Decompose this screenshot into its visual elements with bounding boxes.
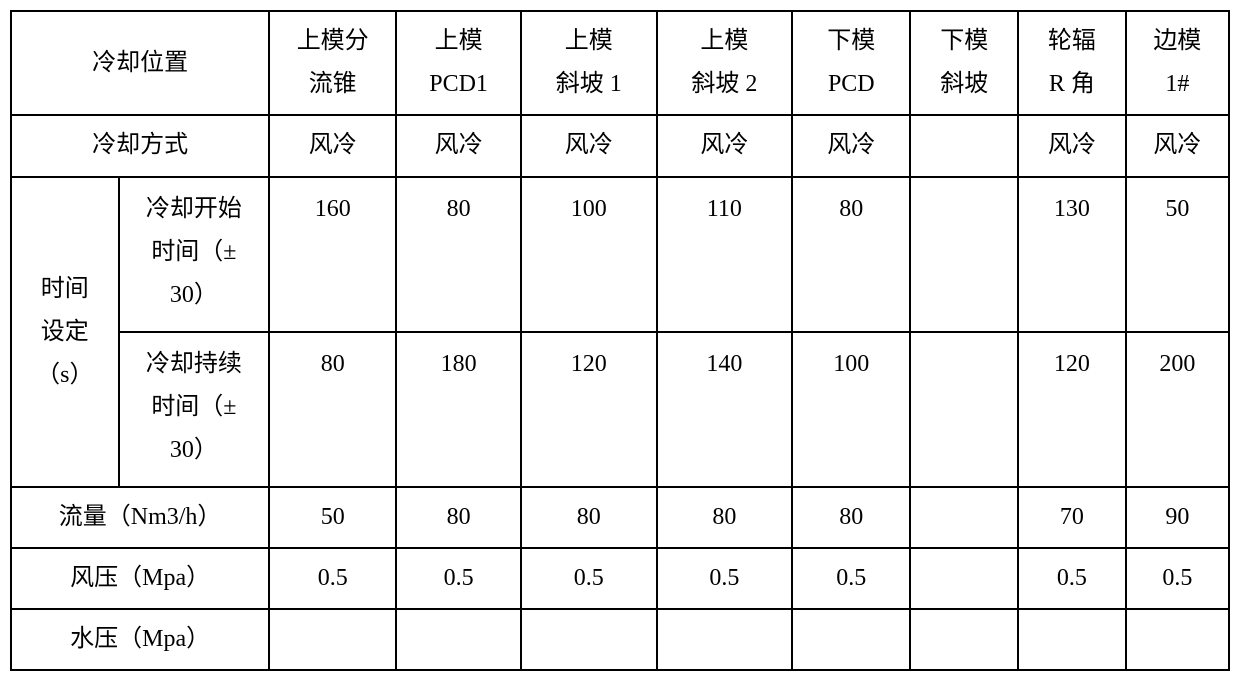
cell-method-1: 风冷 — [269, 115, 396, 176]
cell-air-6 — [910, 548, 1018, 609]
cell-water-1 — [269, 609, 396, 670]
label-time-setting: 时间 设定 （s） — [11, 177, 119, 487]
cell-start-5: 80 — [792, 177, 910, 332]
cell-air-4: 0.5 — [657, 548, 793, 609]
header-side-mold-1: 边模 1# — [1126, 11, 1229, 115]
cell-air-5: 0.5 — [792, 548, 910, 609]
cell-duration-5: 100 — [792, 332, 910, 487]
flow-rate-row: 流量（Nm3/h） 50 80 80 80 80 70 90 — [11, 487, 1229, 548]
cell-flow-7: 70 — [1018, 487, 1126, 548]
cell-start-7: 130 — [1018, 177, 1126, 332]
cell-flow-8: 90 — [1126, 487, 1229, 548]
cooling-parameters-table: 冷却位置 上模分 流锥 上模 PCD1 上模 斜坡 1 上模 斜坡 2 下模 P… — [10, 10, 1230, 671]
header-lower-mold-slope: 下模 斜坡 — [910, 11, 1018, 115]
cell-start-1: 160 — [269, 177, 396, 332]
cell-air-2: 0.5 — [396, 548, 521, 609]
label-cooling-duration: 冷却持续 时间（± 30） — [119, 332, 270, 487]
cell-water-8 — [1126, 609, 1229, 670]
label-cooling-method: 冷却方式 — [11, 115, 269, 176]
cell-water-7 — [1018, 609, 1126, 670]
header-spoke-r: 轮辐 R 角 — [1018, 11, 1126, 115]
cell-air-3: 0.5 — [521, 548, 657, 609]
cell-method-3: 风冷 — [521, 115, 657, 176]
cell-flow-2: 80 — [396, 487, 521, 548]
cell-water-2 — [396, 609, 521, 670]
cell-water-6 — [910, 609, 1018, 670]
cell-duration-1: 80 — [269, 332, 396, 487]
cell-duration-4: 140 — [657, 332, 793, 487]
cell-flow-6 — [910, 487, 1018, 548]
cell-flow-4: 80 — [657, 487, 793, 548]
cell-air-7: 0.5 — [1018, 548, 1126, 609]
cell-duration-8: 200 — [1126, 332, 1229, 487]
cell-method-5: 风冷 — [792, 115, 910, 176]
cell-water-5 — [792, 609, 910, 670]
cell-flow-3: 80 — [521, 487, 657, 548]
label-air-pressure: 风压（Mpa） — [11, 548, 269, 609]
cell-start-2: 80 — [396, 177, 521, 332]
header-upper-mold-slope2: 上模 斜坡 2 — [657, 11, 793, 115]
header-cooling-position: 冷却位置 — [11, 11, 269, 115]
cell-start-3: 100 — [521, 177, 657, 332]
label-flow-rate: 流量（Nm3/h） — [11, 487, 269, 548]
label-water-pressure: 水压（Mpa） — [11, 609, 269, 670]
cell-method-8: 风冷 — [1126, 115, 1229, 176]
cooling-start-row: 时间 设定 （s） 冷却开始 时间（± 30） 160 80 100 110 8… — [11, 177, 1229, 332]
cell-duration-6 — [910, 332, 1018, 487]
label-cooling-start: 冷却开始 时间（± 30） — [119, 177, 270, 332]
cell-duration-2: 180 — [396, 332, 521, 487]
header-upper-mold-pcd1: 上模 PCD1 — [396, 11, 521, 115]
cell-water-3 — [521, 609, 657, 670]
header-upper-mold-cone: 上模分 流锥 — [269, 11, 396, 115]
cell-air-8: 0.5 — [1126, 548, 1229, 609]
cell-flow-1: 50 — [269, 487, 396, 548]
table-header-row: 冷却位置 上模分 流锥 上模 PCD1 上模 斜坡 1 上模 斜坡 2 下模 P… — [11, 11, 1229, 115]
cooling-duration-row: 冷却持续 时间（± 30） 80 180 120 140 100 120 200 — [11, 332, 1229, 487]
cell-start-8: 50 — [1126, 177, 1229, 332]
air-pressure-row: 风压（Mpa） 0.5 0.5 0.5 0.5 0.5 0.5 0.5 — [11, 548, 1229, 609]
cell-start-6 — [910, 177, 1018, 332]
cell-method-4: 风冷 — [657, 115, 793, 176]
cell-method-7: 风冷 — [1018, 115, 1126, 176]
header-lower-mold-pcd: 下模 PCD — [792, 11, 910, 115]
cell-duration-7: 120 — [1018, 332, 1126, 487]
cell-method-2: 风冷 — [396, 115, 521, 176]
cell-flow-5: 80 — [792, 487, 910, 548]
cell-start-4: 110 — [657, 177, 793, 332]
header-upper-mold-slope1: 上模 斜坡 1 — [521, 11, 657, 115]
water-pressure-row: 水压（Mpa） — [11, 609, 1229, 670]
cooling-method-row: 冷却方式 风冷 风冷 风冷 风冷 风冷 风冷 风冷 — [11, 115, 1229, 176]
cell-method-6 — [910, 115, 1018, 176]
cell-water-4 — [657, 609, 793, 670]
cell-air-1: 0.5 — [269, 548, 396, 609]
cell-duration-3: 120 — [521, 332, 657, 487]
